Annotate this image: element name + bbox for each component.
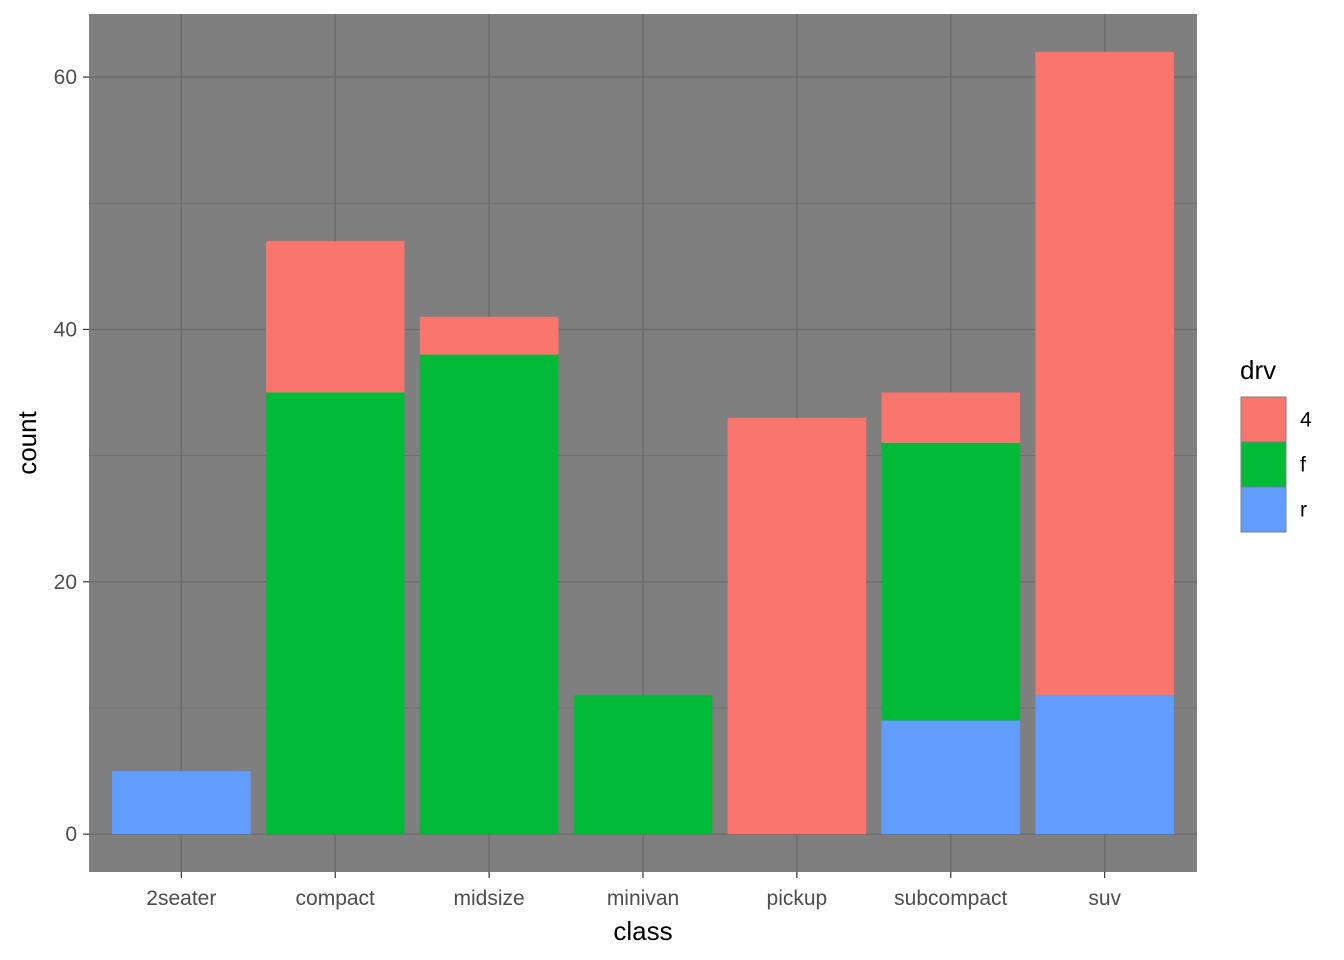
x-tick-label: compact [296,887,376,910]
x-axis-title: class [613,916,672,946]
bar-subcompact-r [881,720,1021,835]
x-tick-label: suv [1088,887,1121,910]
y-tick-label: 20 [54,571,77,594]
legend-label-4: 4 [1300,409,1312,432]
y-tick-label: 40 [54,318,77,341]
x-tick-label: subcompact [894,887,1007,910]
x-tick-label: midsize [454,887,525,910]
legend: drv 4 fr [1240,355,1312,533]
bar-suv-4 [1035,51,1174,696]
y-tick-label: 60 [54,66,77,89]
bar-compact-f [265,392,405,835]
x-tick-label: pickup [767,887,828,910]
bar-pickup-4 [727,417,867,835]
legend-key-4 [1240,396,1287,443]
legend-title: drv [1240,355,1276,385]
legend-key-r [1240,486,1287,533]
y-tick-label: 0 [65,823,77,846]
bar-midsize-4 [419,316,559,355]
bar-subcompact-4 [881,392,1021,443]
bar-2seater-r [112,771,251,835]
bar-suv-r [1035,695,1174,835]
y-axis-title: count [12,410,42,474]
legend-label-r: r [1300,499,1307,522]
bar-minivan-f [573,695,713,835]
legend-label-f: f [1300,454,1306,477]
legend-key-f [1240,441,1287,488]
bar-midsize-f [419,354,559,835]
x-tick-label: 2seater [146,887,216,910]
bar-compact-4 [265,241,405,393]
axes: 0 20 40 60 2seater compact midsize minivan picku… [54,66,1122,910]
legend-items: 4 fr [1240,396,1312,533]
bars [112,51,1174,835]
bar-subcompact-f [881,443,1021,721]
x-tick-label: minivan [607,887,679,910]
